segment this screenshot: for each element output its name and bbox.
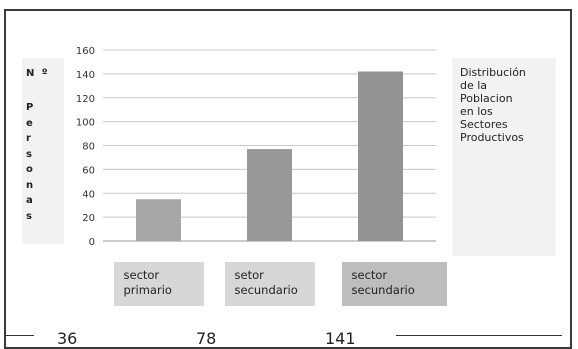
y-tick-label: 20	[82, 213, 95, 224]
category-label-sector-secundario: sector secundario	[341, 262, 447, 306]
category-label-setor-secundario: setor secundario	[224, 262, 315, 306]
chart-title-line: Poblacion	[460, 92, 513, 105]
category-label-sector-primario: sector primario	[113, 262, 204, 306]
chart-title-line: Sectores	[460, 118, 508, 131]
category-label-line: setor	[234, 268, 264, 282]
y-tick-label: 60	[82, 165, 95, 176]
y-tick-label: 120	[76, 94, 95, 105]
y-tick-label: 100	[76, 118, 95, 129]
y-axis-label-letter: P	[26, 102, 34, 113]
bar	[136, 199, 181, 241]
chart-title-line: de la	[460, 79, 488, 92]
y-axis-label-letter: o	[26, 164, 33, 175]
bar	[247, 149, 292, 241]
data-label: 78	[196, 329, 217, 348]
chart-title-line: Productivos	[460, 131, 524, 144]
y-tick-label: 40	[82, 189, 95, 200]
data-label: 36	[57, 329, 78, 348]
chart-title: Distribución de la Poblacion en los Sect…	[460, 66, 550, 144]
y-axis-label-letter: s	[26, 148, 32, 160]
chart-title-box	[452, 58, 556, 256]
baseline-segment	[6, 335, 34, 336]
y-axis-label-letter: s	[26, 210, 32, 222]
y-axis-label-letter: r	[26, 133, 31, 144]
chart-title-line: en los	[460, 105, 493, 118]
y-axis-label-letter: e	[26, 117, 33, 129]
y-axis-label-letter: a	[26, 195, 33, 206]
y-tick-label: 140	[76, 70, 95, 81]
chart-title-line: Distribución	[460, 66, 526, 79]
y-axis-label-box	[22, 58, 64, 244]
y-tick-label: 80	[82, 142, 95, 153]
category-label-line: sector	[351, 268, 388, 282]
y-tick-label: 160	[76, 46, 95, 57]
y-axis-label-prefix: N º	[26, 68, 50, 79]
category-label-line: secundario	[234, 283, 298, 297]
baseline-segment	[396, 335, 562, 336]
category-label-line: primario	[123, 283, 172, 297]
category-label-line: sector	[123, 268, 160, 282]
bar	[358, 71, 403, 241]
y-axis-label-letter: n	[26, 179, 34, 191]
data-label: 141	[325, 329, 356, 348]
y-axis-label-letters: P e r s o n a s	[26, 100, 36, 224]
category-label-line: secundario	[351, 283, 415, 297]
y-tick-label: 0	[89, 237, 95, 248]
